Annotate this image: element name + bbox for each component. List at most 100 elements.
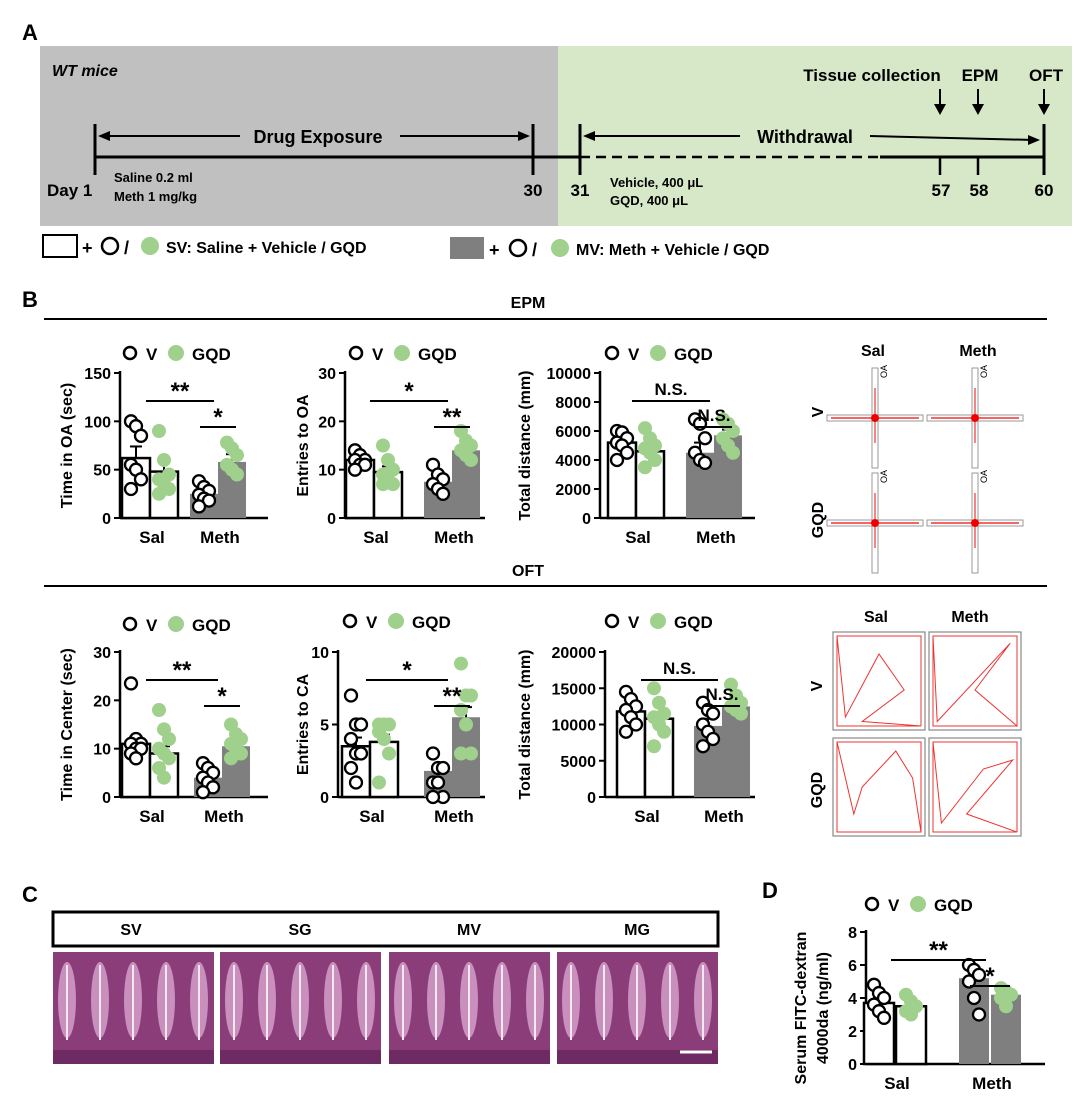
data-point-v xyxy=(345,733,357,745)
sig-label-main: ** xyxy=(173,657,192,684)
data-point-gqd xyxy=(647,739,661,753)
panel-label-a: A xyxy=(22,20,38,45)
data-point-v xyxy=(197,786,209,798)
y-tick-label: 10 xyxy=(311,645,329,662)
data-point-gqd xyxy=(904,1008,918,1022)
y-tick-label: 8 xyxy=(848,925,857,942)
legend-gqd-icon xyxy=(650,613,666,629)
chart-oft_distance: V GQDTotal distance (mm) 05000100001500020… xyxy=(517,613,755,826)
data-point-gqd xyxy=(376,477,390,491)
y-tick-label: 50 xyxy=(93,463,111,480)
y-tick-label: 0 xyxy=(327,511,336,528)
x-tick-label: Meth xyxy=(200,528,240,547)
y-tick-label: 6 xyxy=(848,958,857,975)
epm-track-image: OA xyxy=(827,470,923,573)
data-point-gqd xyxy=(157,771,171,785)
meth-dose: Meth 1 mg/kg xyxy=(114,189,197,204)
data-point-v xyxy=(427,748,439,760)
track-center xyxy=(971,519,979,527)
legend-gqd-label: GQD xyxy=(412,613,451,632)
oft-track-image xyxy=(833,738,925,836)
x-tick-label: Sal xyxy=(139,807,165,826)
oft-col-meth: Meth xyxy=(951,609,988,626)
y-axis-label: Time in Center (sec) xyxy=(59,648,76,801)
y-axis-label: Entries to OA xyxy=(295,394,312,497)
y-tick-label: 20 xyxy=(318,414,336,431)
chart-epm_time: V GQDTime in OA (sec)050100150Sal Meth*** xyxy=(59,345,268,547)
data-point-v xyxy=(620,726,632,738)
data-point-v xyxy=(878,1012,890,1024)
data-point-gqd xyxy=(638,460,652,474)
meth-box-icon xyxy=(450,237,484,259)
data-point-gqd xyxy=(734,707,748,721)
legend-gqd-icon xyxy=(168,345,184,361)
track-center xyxy=(871,519,879,527)
y-tick-label: 15000 xyxy=(552,681,597,698)
day58-label: 58 xyxy=(970,181,989,200)
tissue-collection-label: Tissue collection xyxy=(803,66,941,85)
y-tick-label: 2 xyxy=(848,1024,857,1041)
oa-label: OA xyxy=(979,470,989,483)
data-point-gqd xyxy=(454,747,468,761)
legend-v-label: V xyxy=(146,345,158,364)
legend-gqd-icon xyxy=(394,345,410,361)
legend-v-label: V xyxy=(146,616,158,635)
legend-gqd-label: GQD xyxy=(674,345,713,364)
oa-label: OA xyxy=(979,365,989,378)
data-point-v xyxy=(345,762,357,774)
legend-slash: / xyxy=(124,238,129,258)
legend-gqd-label: GQD xyxy=(674,613,713,632)
data-point-v xyxy=(427,791,439,803)
oft-label: OFT xyxy=(1029,66,1064,85)
y-axis-label-2: 4000da (ng/ml) xyxy=(815,952,832,1064)
y-tick-label: 0 xyxy=(848,1057,857,1074)
oft-col-sal: Sal xyxy=(864,609,888,626)
epm-track-image: OA xyxy=(927,470,1023,573)
track-col-sal: Sal xyxy=(861,343,885,360)
track-center xyxy=(971,414,979,422)
histology-label: SV xyxy=(120,922,142,939)
vehicle-dose: Vehicle, 400 μL xyxy=(610,175,703,190)
data-point-v xyxy=(437,488,449,500)
data-point-v xyxy=(707,708,719,720)
gqd-dose: GQD, 400 μL xyxy=(610,193,688,208)
track-row-v: V xyxy=(810,406,827,417)
data-point-gqd xyxy=(464,689,478,703)
y-tick-label: 30 xyxy=(318,366,336,383)
oft-track-image xyxy=(833,632,925,730)
sig-label-meth: N.S. xyxy=(697,406,730,425)
sig-label-main: * xyxy=(404,378,414,405)
mouse-label: WT mice xyxy=(52,63,118,80)
data-point-v xyxy=(432,777,444,789)
y-tick-label: 5000 xyxy=(560,754,596,771)
epm-track-image: OA xyxy=(927,365,1023,468)
epm-track-images: Sal Meth V GQD OA OA OA OA xyxy=(810,343,1023,573)
legend-gqd-label: GQD xyxy=(418,345,457,364)
y-tick-label: 2000 xyxy=(555,482,591,499)
gqd-circle-icon xyxy=(551,239,569,257)
x-tick-label: Meth xyxy=(204,807,244,826)
oa-label: OA xyxy=(879,365,889,378)
data-point-v xyxy=(611,454,623,466)
data-point-gqd xyxy=(999,999,1013,1013)
data-point-v xyxy=(697,740,709,752)
drug-exposure-label: Drug Exposure xyxy=(253,127,382,147)
legend-v-label: V xyxy=(628,613,640,632)
legend-v-icon xyxy=(124,347,136,359)
chart-oft_time: V GQDTime in Center (sec) 0102030Sal Meth**… xyxy=(59,616,268,826)
data-point-gqd xyxy=(376,439,390,453)
submucosa xyxy=(220,1050,381,1064)
y-tick-label: 10 xyxy=(318,463,336,480)
data-point-v xyxy=(135,430,147,442)
arena-box xyxy=(833,738,925,836)
data-point-gqd xyxy=(377,732,391,746)
data-point-gqd xyxy=(454,657,468,671)
bar-gqd-meth xyxy=(722,706,750,797)
legend-gqd-label: GQD xyxy=(192,616,231,635)
sig-label-main: N.S. xyxy=(654,380,687,399)
chart-epm_entries: V GQDEntries to OA0102030Sal Meth*** xyxy=(295,345,485,547)
legend-slash: / xyxy=(532,240,537,260)
sig-label-meth: N.S. xyxy=(705,685,738,704)
y-tick-label: 10000 xyxy=(552,718,597,735)
